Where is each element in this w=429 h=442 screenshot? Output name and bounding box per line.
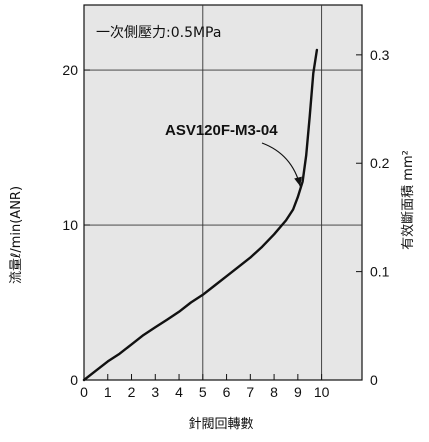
y-axis-title: 流量ℓ/min(ANR)	[9, 186, 24, 284]
plot-area	[83, 4, 363, 381]
annotation-arrowhead	[294, 176, 302, 187]
y2-tick-label-0.3: 0.3	[370, 47, 390, 63]
series-line-0	[82, 48, 319, 382]
x-tick-label-9: 9	[294, 384, 302, 400]
x-tick-label-8: 8	[270, 384, 278, 400]
y-tick-label-20: 20	[62, 62, 78, 78]
x-tick-label-1: 1	[104, 384, 112, 400]
x-tick-label-2: 2	[128, 384, 136, 400]
axis-ticks	[83, 54, 362, 381]
y2-tick-label-0.2: 0.2	[370, 155, 390, 171]
x-tick-label-6: 6	[223, 384, 231, 400]
grid-lines	[84, 5, 362, 380]
y2-tick-label-0.1: 0.1	[370, 264, 390, 280]
curve-layer	[82, 48, 319, 382]
x-tick-label-3: 3	[151, 384, 159, 400]
y2-tick-label-0: 0	[370, 372, 378, 388]
y2-axis-title: 有效斷面積 mm²	[401, 150, 416, 250]
x-tick-label-4: 4	[175, 384, 183, 400]
curve-annotation: ASV120F-M3-04	[165, 122, 278, 139]
x-tick-label-7: 7	[246, 384, 254, 400]
y-tick-label-0: 0	[70, 372, 78, 388]
x-axis-title: 針閥回轉數	[188, 417, 253, 432]
x-tick-label-0: 0	[80, 384, 88, 400]
x-tick-label-10: 10	[314, 384, 330, 400]
y-tick-label-10: 10	[62, 217, 78, 233]
x-tick-label-5: 5	[199, 384, 207, 400]
pressure-note: 一次側壓力:0.5MPa	[96, 25, 221, 41]
